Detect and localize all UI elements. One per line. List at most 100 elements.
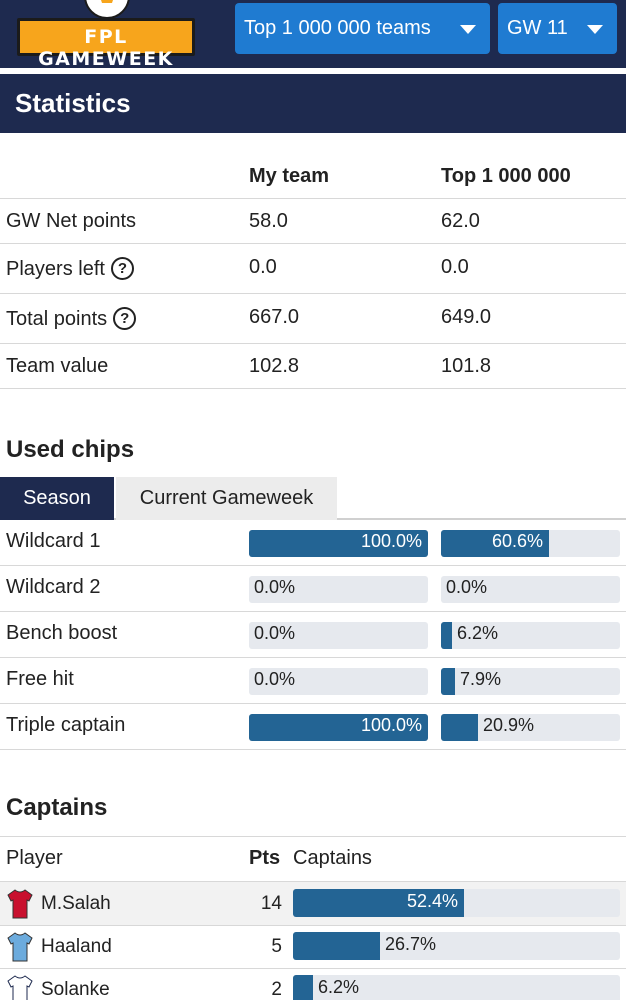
my-value: 58.0 — [249, 210, 288, 232]
table-row: Total points? 667.0 649.0 — [0, 294, 626, 344]
my-team-chip-bar: 0.0% — [249, 668, 428, 695]
football-icon — [84, 0, 130, 19]
top-value: 101.8 — [441, 355, 492, 377]
bar-fill — [249, 530, 428, 557]
bar-value: 0.0% — [254, 623, 296, 643]
chip-label: Wildcard 2 — [6, 576, 101, 598]
gameweek-dropdown-label: GW 11 — [507, 17, 568, 39]
tottenham-shirt-icon — [7, 975, 33, 1000]
col-pts: Pts — [249, 847, 281, 869]
chip-label: Free hit — [6, 668, 74, 690]
help-icon[interactable]: ? — [113, 307, 137, 330]
liverpool-shirt-icon — [7, 889, 33, 919]
captain-row[interactable]: Solanke 2 6.2% — [0, 968, 626, 1000]
bar-value: 26.7% — [385, 934, 437, 954]
table-row: Team value 102.8 101.8 — [0, 344, 626, 389]
captaincy-bar: 52.4% — [293, 889, 620, 917]
row-label-wrap: Players left? — [6, 257, 134, 281]
chip-row: Free hit 0.0% 7.9% — [0, 658, 626, 704]
used-chips-title: Used chips — [6, 436, 135, 463]
my-team-chip-bar: 100.0% — [249, 714, 428, 741]
top-chip-bar: 60.6% — [441, 530, 620, 557]
bar-value: 100.0% — [360, 715, 422, 735]
col-captains: Captains — [293, 847, 372, 869]
bar-value: 7.9% — [460, 669, 502, 689]
tab-season[interactable]: Season — [0, 477, 114, 520]
player-name: Haaland — [41, 936, 112, 957]
logo-plate — [17, 18, 195, 56]
statistics-header-row: My team Top 1 000 000 — [0, 153, 626, 199]
top-value: 0.0 — [441, 256, 469, 278]
captains-title: Captains — [6, 794, 108, 821]
bar-value: 20.9% — [483, 715, 535, 735]
chip-label: Bench boost — [6, 622, 118, 644]
bar-value: 0.0% — [254, 577, 296, 597]
bar-value: 60.6% — [491, 531, 543, 551]
logo-text: FPL GAMEWEEK — [38, 26, 174, 70]
row-label: Team value — [6, 355, 109, 377]
chip-row: Wildcard 1 100.0% 60.6% — [0, 520, 626, 566]
row-label: Total points — [6, 308, 108, 330]
player-name: Solanke — [41, 979, 110, 1000]
captaincy-bar: 6.2% — [293, 975, 620, 1000]
top-value: 649.0 — [441, 306, 492, 328]
chip-row: Triple captain 100.0% 20.9% — [0, 704, 626, 750]
col-player: Player — [6, 847, 63, 869]
col-top: Top 1 000 000 — [441, 165, 571, 187]
my-team-chip-bar: 0.0% — [249, 622, 428, 649]
statistics-title: Statistics — [15, 88, 131, 118]
statistics-header: Statistics — [0, 74, 626, 133]
player-points: 14 — [260, 893, 282, 914]
captain-row[interactable]: Haaland 5 26.7% — [0, 925, 626, 969]
table-row: Players left? 0.0 0.0 — [0, 244, 626, 294]
captaincy-bar: 26.7% — [293, 932, 620, 960]
bar-fill — [249, 714, 428, 741]
bar-fill — [293, 932, 380, 960]
chip-row: Wildcard 2 0.0% 0.0% — [0, 566, 626, 612]
chip-row: Bench boost 0.0% 6.2% — [0, 612, 626, 658]
player-points: 2 — [271, 979, 282, 1000]
chevron-down-icon — [460, 25, 476, 34]
bar-fill — [441, 530, 549, 557]
bar-value: 100.0% — [360, 531, 422, 551]
captain-row[interactable]: M.Salah 14 52.4% — [0, 882, 626, 926]
bar-value: 0.0% — [446, 577, 488, 597]
top-chip-bar: 20.9% — [441, 714, 620, 741]
chevron-down-icon — [587, 25, 603, 34]
my-value: 102.8 — [249, 355, 300, 377]
top-bar: FPL GAMEWEEK Top 1 000 000 teams GW 11 — [0, 0, 626, 70]
bar-fill — [441, 668, 455, 695]
row-label-wrap: Total points? — [6, 307, 137, 331]
bar-fill — [441, 622, 452, 649]
gameweek-dropdown[interactable]: GW 11 — [498, 3, 617, 54]
bar-fill — [441, 714, 478, 741]
bar-fill — [293, 975, 313, 1000]
my-value: 667.0 — [249, 306, 300, 328]
player-name: M.Salah — [41, 893, 111, 914]
col-my-team: My team — [249, 165, 330, 187]
my-team-chip-bar: 100.0% — [249, 530, 428, 557]
my-value: 0.0 — [249, 256, 277, 278]
chip-label: Triple captain — [6, 714, 126, 736]
top-chip-bar: 6.2% — [441, 622, 620, 649]
fpl-gameweek-logo[interactable]: FPL GAMEWEEK — [17, 0, 195, 70]
player-points: 5 — [271, 936, 282, 957]
top-value: 62.0 — [441, 210, 480, 232]
man-city-shirt-icon — [7, 932, 33, 962]
bar-value: 6.2% — [318, 977, 360, 997]
top-chip-bar: 7.9% — [441, 668, 620, 695]
bar-value: 6.2% — [457, 623, 499, 643]
row-label: GW Net points — [6, 210, 137, 232]
tab-current-gameweek[interactable]: Current Gameweek — [116, 477, 337, 520]
bar-fill — [293, 889, 464, 917]
teams-dropdown-label: Top 1 000 000 teams — [244, 17, 431, 39]
teams-dropdown[interactable]: Top 1 000 000 teams — [235, 3, 490, 54]
bar-value: 0.0% — [254, 669, 296, 689]
chips-tabs: Season Current Gameweek — [0, 477, 626, 520]
captains-header-row: Player Pts Captains — [0, 836, 626, 882]
my-team-chip-bar: 0.0% — [249, 576, 428, 603]
bar-value: 52.4% — [406, 891, 458, 911]
chip-label: Wildcard 1 — [6, 530, 101, 552]
row-label: Players left — [6, 258, 105, 280]
help-icon[interactable]: ? — [110, 257, 134, 280]
